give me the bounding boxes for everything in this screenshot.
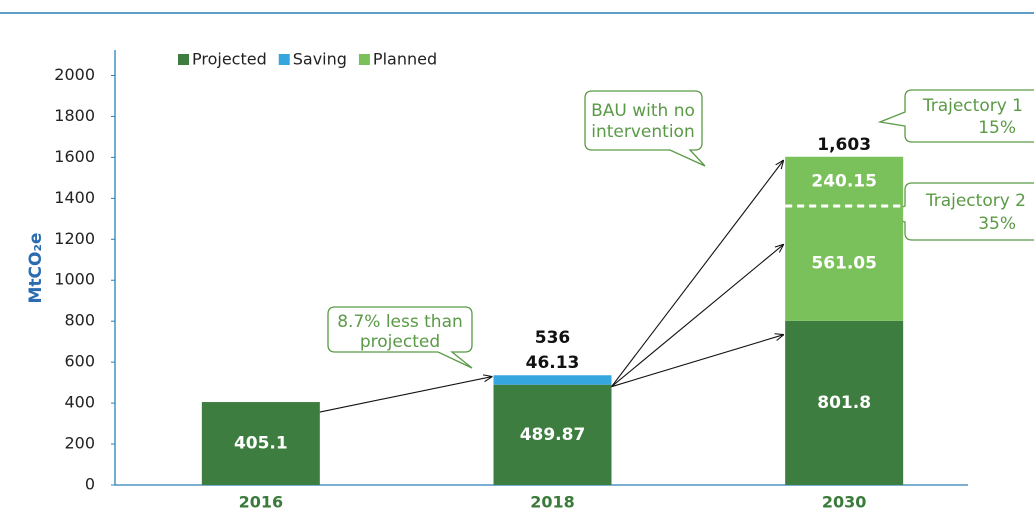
y-tick-label: 1800 <box>54 106 95 125</box>
callout-box <box>877 89 1034 143</box>
data-label: 46.13 <box>526 353 580 373</box>
bar-segment <box>785 320 904 485</box>
total-label: 536 <box>535 328 571 348</box>
y-tick-label: 1400 <box>54 188 95 207</box>
data-label: 489.87 <box>520 425 586 445</box>
y-tick-label: 1600 <box>54 147 95 166</box>
callout-text: intervention <box>591 122 694 142</box>
y-tick-label: 200 <box>64 434 95 453</box>
arrow <box>611 245 784 388</box>
y-tick-label: 1200 <box>54 229 95 248</box>
callout-box <box>584 90 706 167</box>
legend-swatch <box>358 54 370 65</box>
bar-segment <box>493 384 612 485</box>
y-tick-label: 2000 <box>54 65 95 84</box>
y-tick-label: 0 <box>85 475 95 494</box>
data-label: 405.1 <box>234 434 288 454</box>
y-tick-label: 1000 <box>54 270 95 289</box>
y-tick-label: 600 <box>64 352 95 371</box>
legend-swatch <box>278 54 290 65</box>
bar-segment <box>493 375 612 385</box>
callout-text: 35% <box>978 214 1016 234</box>
callout-text: 15% <box>978 118 1016 138</box>
arrow <box>319 377 492 413</box>
legend-label: Planned <box>373 50 437 69</box>
legend-label: Saving <box>293 50 347 69</box>
callout-text: Trajectory 2 <box>925 191 1026 211</box>
x-tick-label: 2018 <box>530 493 575 512</box>
callout-box <box>877 182 1034 241</box>
bar-segment <box>785 156 904 206</box>
callout-text: BAU with no <box>591 101 695 121</box>
data-label: 801.8 <box>817 393 871 413</box>
data-label: 240.15 <box>811 171 877 191</box>
bar-segment <box>201 402 320 485</box>
y-tick-label: 800 <box>64 311 95 330</box>
bar-segment <box>785 205 904 321</box>
total-label: 1,603 <box>817 135 871 155</box>
callout-text: 8.7% less than <box>337 312 463 332</box>
callout-box <box>327 306 473 369</box>
callout-text: Trajectory 1 <box>922 96 1023 116</box>
arrow <box>611 161 784 388</box>
legend-swatch <box>178 54 189 65</box>
y-tick-label: 400 <box>64 393 95 412</box>
data-label: 561.05 <box>811 253 877 273</box>
legend-label: Projected <box>192 50 267 69</box>
x-tick-label: 2030 <box>822 493 867 512</box>
callout-text: projected <box>360 332 440 352</box>
x-tick-label: 2016 <box>239 493 284 512</box>
arrow <box>611 335 784 388</box>
y-axis-label: MtCO₂e <box>26 233 46 304</box>
